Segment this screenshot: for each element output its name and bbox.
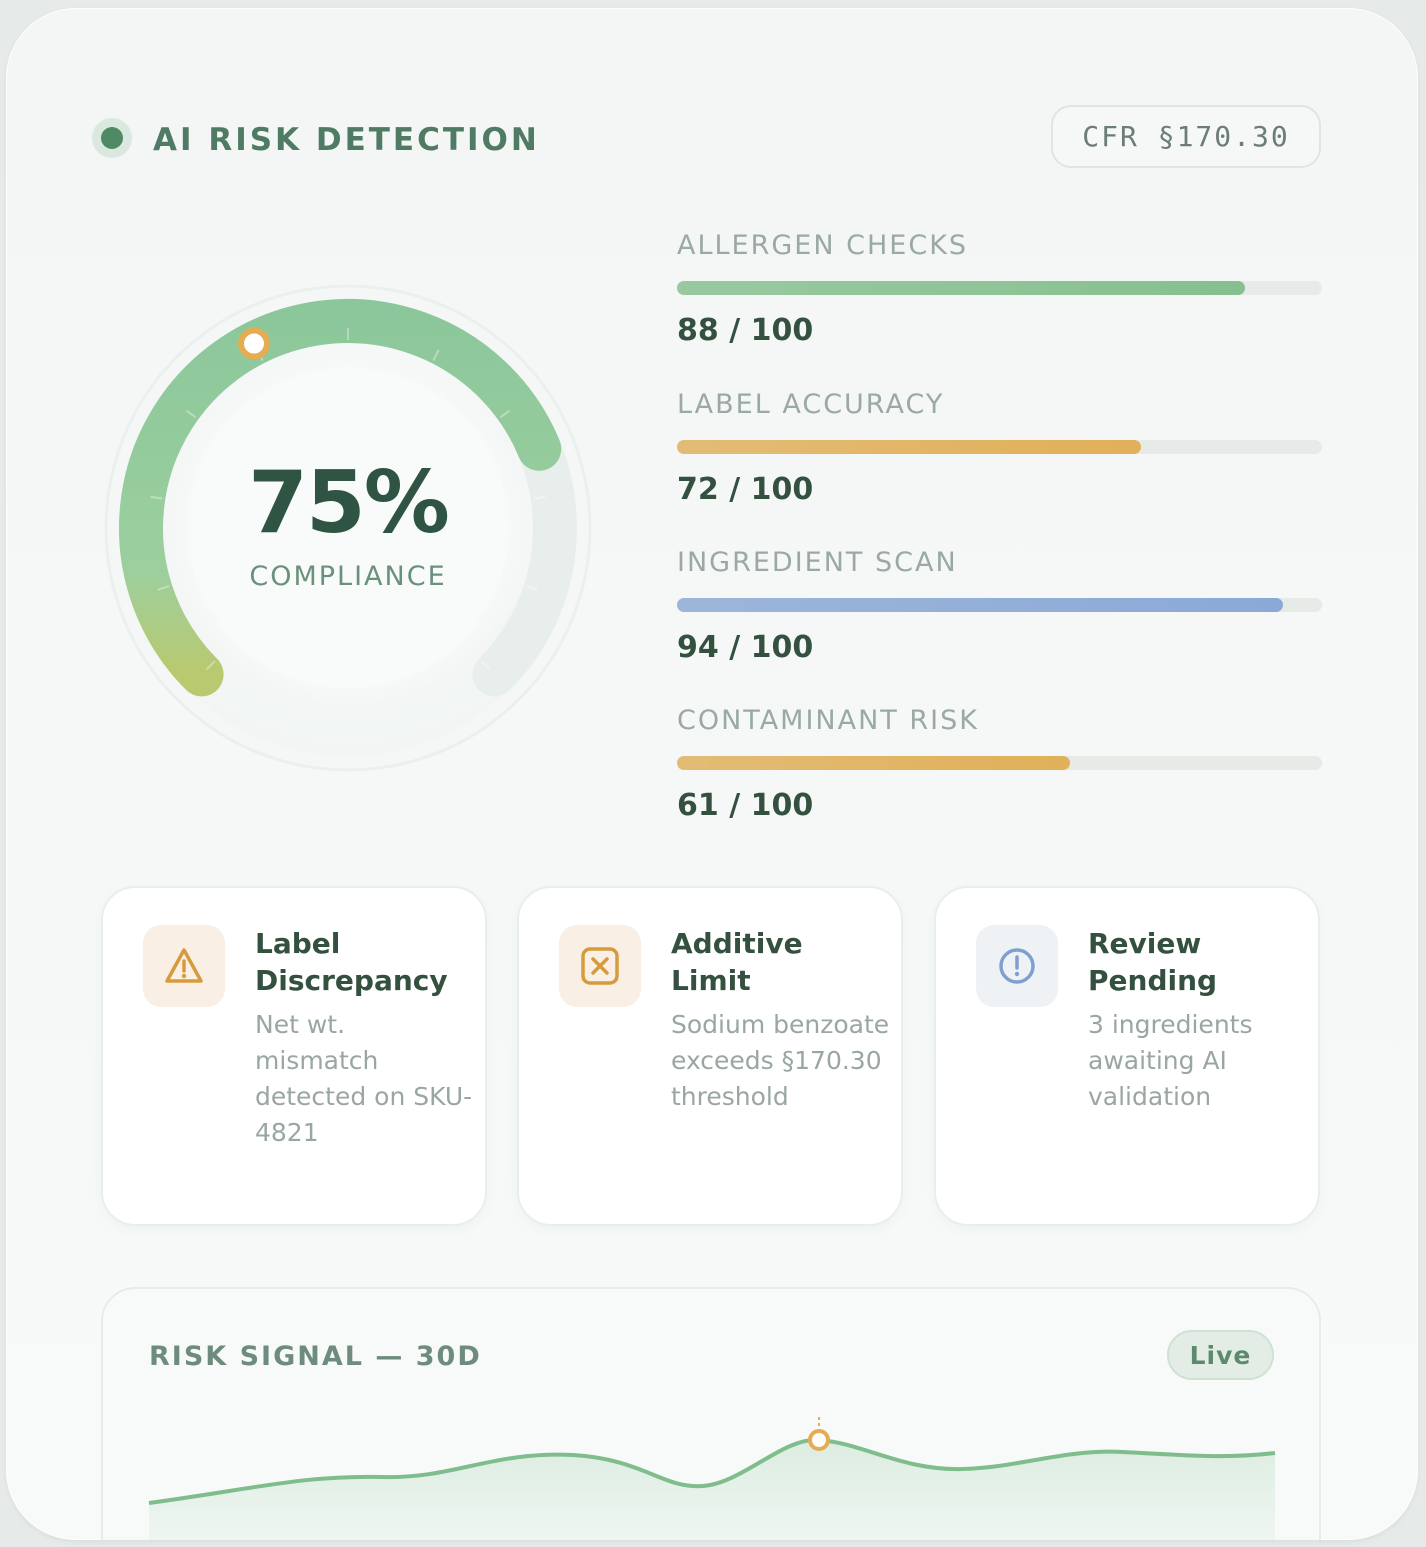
gauge-tick [205, 660, 216, 671]
gauge-progress-arc [119, 299, 562, 697]
alert-description: Sodium benzoate exceeds §170.30 threshol… [671, 1010, 890, 1111]
metric-fill [677, 598, 1284, 612]
metric-ingredient-scan: INGREDIENT SCAN 94 / 100 [677, 547, 1322, 665]
gauge-tick [526, 585, 539, 591]
compliance-label: COMPLIANCE [249, 561, 447, 592]
info-circle-icon [976, 925, 1058, 1007]
status-indicator-icon [92, 118, 132, 158]
compliance-gauge: 75% COMPLIANCE [98, 278, 598, 778]
risk-detection-panel: AI RISK DETECTION CFR §170.30 [6, 8, 1418, 1540]
gauge-tick [150, 495, 163, 500]
metric-label: ALLERGEN CHECKS [677, 230, 969, 261]
alert-title: Review Pending [1088, 927, 1218, 997]
alert-title: Additive Limit [671, 927, 803, 997]
metric-label: CONTAMINANT RISK [677, 705, 979, 736]
gauge-svg [104, 284, 592, 772]
gauge-tick [480, 660, 491, 671]
panel-title: AI RISK DETECTION [153, 122, 540, 158]
alert-card-review-pending[interactable]: Review Pending 3 ingredients awaiting AI… [934, 886, 1320, 1226]
metric-contaminant-risk: CONTAMINANT RISK 61 / 100 [677, 705, 1322, 823]
close-box-icon [559, 925, 641, 1007]
metric-fill [677, 756, 1071, 770]
metric-label: LABEL ACCURACY [677, 389, 945, 420]
gauge-marker[interactable] [238, 327, 271, 360]
alert-title: Label Discrepancy [255, 927, 448, 997]
metric-value: 88 / 100 [677, 313, 814, 348]
risk-signal-area [149, 1439, 1275, 1540]
risk-signal-card: RISK SIGNAL — 30D Live [101, 1287, 1321, 1540]
risk-signal-chart [148, 1417, 1276, 1540]
metric-track [677, 281, 1322, 295]
regulation-badge[interactable]: CFR §170.30 [1051, 105, 1321, 168]
metric-value: 61 / 100 [677, 788, 814, 823]
risk-peak-marker[interactable] [808, 1429, 830, 1451]
gauge-tick [499, 409, 511, 419]
metric-fill [677, 440, 1142, 454]
live-badge[interactable]: Live [1167, 1330, 1274, 1380]
gauge-tick [157, 585, 170, 591]
gauge-inner-face [188, 368, 508, 688]
metric-fill [677, 281, 1245, 295]
chart-title: RISK SIGNAL — 30D [149, 1341, 482, 1372]
metric-track [677, 756, 1322, 770]
alert-card-label-discrepancy[interactable]: Label Discrepancy Net wt. mismatch detec… [101, 886, 487, 1226]
metric-track [677, 598, 1322, 612]
compliance-value: 75% [248, 453, 450, 553]
metric-track [677, 440, 1322, 454]
gauge-tick [533, 495, 546, 500]
warning-icon [143, 925, 225, 1007]
alert-description: Net wt. mismatch detected on SKU-4821 [255, 1010, 473, 1147]
metric-value: 94 / 100 [677, 630, 814, 665]
metric-allergen-checks: ALLERGEN CHECKS 88 / 100 [677, 230, 1322, 348]
metric-value: 72 / 100 [677, 472, 814, 507]
alert-card-additive-limit[interactable]: Additive Limit Sodium benzoate exceeds §… [517, 886, 903, 1226]
gauge-tick [185, 409, 197, 419]
risk-signal-line [148, 1437, 1276, 1505]
metric-label-accuracy: LABEL ACCURACY 72 / 100 [677, 389, 1322, 507]
alert-description: 3 ingredients awaiting AI validation [1088, 1010, 1253, 1111]
metric-label: INGREDIENT SCAN [677, 547, 958, 578]
gauge-tick [432, 349, 440, 361]
